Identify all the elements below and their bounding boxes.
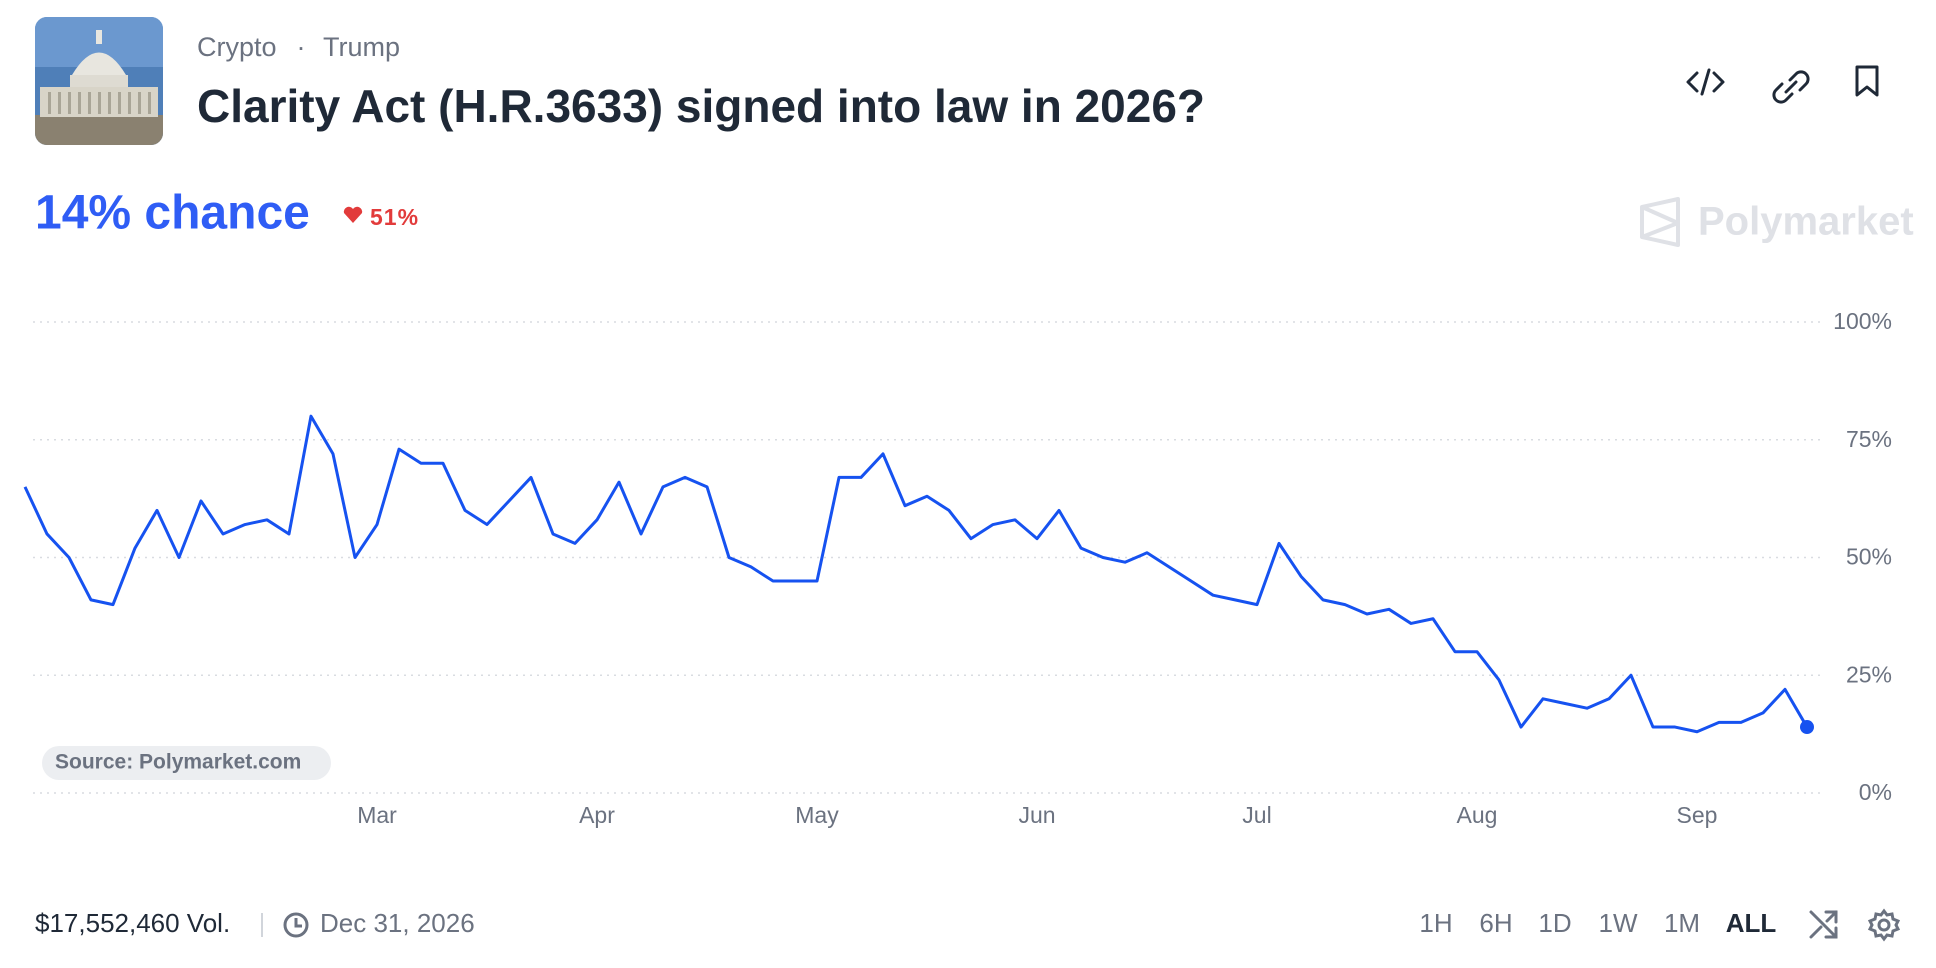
x-tick-label: Aug <box>1457 802 1498 828</box>
y-tick-label: 25% <box>1846 661 1892 687</box>
separator: · <box>297 32 306 62</box>
chance-label: 14% chance <box>35 187 310 240</box>
bookmark-button[interactable] <box>1855 65 1879 97</box>
last-point <box>1800 720 1814 735</box>
source-pill: Source: Polymarket.com <box>42 746 331 780</box>
x-tick-label: Jun <box>1018 802 1055 828</box>
x-tick-label: Mar <box>357 802 397 828</box>
y-tick-label: 0% <box>1859 779 1892 805</box>
range-button[interactable]: 6H <box>1479 908 1512 938</box>
x-tick-label: May <box>795 802 839 828</box>
breadcrumb[interactable]: Crypto <box>197 32 277 62</box>
breadcrumb[interactable]: Trump <box>323 32 400 62</box>
copy-link-button[interactable] <box>1772 70 1810 104</box>
market-image <box>35 17 163 145</box>
change-value: 51% <box>370 204 419 230</box>
source-label: Source: Polymarket.com <box>55 751 301 774</box>
range-button[interactable]: 1H <box>1419 908 1452 938</box>
watermark: Polymarket <box>1640 197 1914 247</box>
x-tick-label: Apr <box>579 802 615 828</box>
x-tick-label: Sep <box>1677 802 1718 828</box>
y-tick-label: 75% <box>1846 426 1892 452</box>
end-date: Dec 31, 2026 <box>320 908 475 938</box>
chart: 0% 25% 50% 75% 100% Mar Apr May Jun Jul Aug Sep <box>23 308 1892 828</box>
clock-icon <box>283 912 309 938</box>
market-title: Clarity Act (H.R.3633) signed into law i… <box>197 80 1205 132</box>
shuffle-button[interactable] <box>1809 910 1838 939</box>
x-tick-label: Jul <box>1242 802 1271 828</box>
range-button[interactable]: 1W <box>1599 908 1638 938</box>
change-icon <box>343 206 363 223</box>
range-buttons: 1H 6H 1D 1W 1M ALL <box>1419 908 1776 938</box>
range-button[interactable]: ALL <box>1726 908 1777 938</box>
volume: $17,552,460 Vol. <box>35 908 230 938</box>
range-button[interactable]: 1D <box>1538 908 1571 938</box>
y-tick-label: 50% <box>1846 544 1892 570</box>
embed-button[interactable] <box>1686 68 1725 96</box>
range-button[interactable]: 1M <box>1664 908 1700 938</box>
line-series <box>23 414 1809 734</box>
watermark-text: Polymarket <box>1698 200 1914 244</box>
y-tick-label: 100% <box>1833 308 1892 334</box>
settings-button[interactable] <box>1867 908 1901 942</box>
